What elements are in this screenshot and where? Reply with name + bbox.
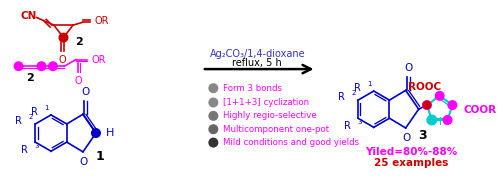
Circle shape [14,62,23,70]
Circle shape [209,112,218,120]
Text: R: R [354,83,360,93]
Text: Form 3 bonds: Form 3 bonds [223,84,282,93]
Text: reflux, 5 h: reflux, 5 h [232,58,282,68]
Text: 3: 3 [418,130,427,142]
Text: 1: 1 [44,105,49,111]
Circle shape [48,62,57,70]
Text: O: O [80,157,88,167]
Text: O: O [402,133,411,143]
Text: CN: CN [21,11,38,21]
Circle shape [209,138,218,147]
Text: Yiled=80%-88%: Yiled=80%-88% [366,147,458,157]
Text: COOR: COOR [464,105,497,115]
Circle shape [427,115,436,125]
Text: 2: 2 [26,72,34,83]
Text: Multicomponent one-pot: Multicomponent one-pot [223,125,329,134]
Text: Ag₂CO₃/1,4-dioxane: Ag₂CO₃/1,4-dioxane [210,49,305,59]
Text: O: O [81,87,90,97]
Text: 2: 2 [352,90,356,96]
Text: OR: OR [91,56,106,66]
Text: [1+1+3] cyclization: [1+1+3] cyclization [223,98,309,107]
Text: O: O [75,76,82,86]
Text: 25 examples: 25 examples [374,158,448,169]
Text: 3: 3 [34,143,39,149]
Text: Mild conditions and good yields: Mild conditions and good yields [223,138,359,147]
Text: OR: OR [94,16,108,26]
Circle shape [436,91,444,100]
Text: R: R [338,92,344,102]
Text: 2: 2 [28,114,33,120]
Circle shape [443,116,452,124]
Circle shape [209,98,218,107]
Circle shape [209,125,218,134]
Text: 1: 1 [96,150,104,162]
Text: 1: 1 [367,81,372,87]
Circle shape [423,101,431,109]
Text: ROOC: ROOC [408,82,442,92]
Text: 3: 3 [357,119,362,125]
Text: R: R [31,107,38,117]
Circle shape [448,101,456,109]
Text: H: H [106,128,114,138]
Text: O: O [404,63,412,73]
Text: O: O [58,55,66,65]
Circle shape [209,84,218,93]
Text: Highly regio-selective: Highly regio-selective [223,111,316,120]
Text: H: H [438,117,446,127]
Text: 2: 2 [75,37,82,47]
Text: R: R [344,121,350,131]
Text: R: R [15,116,22,126]
Circle shape [37,62,46,70]
Circle shape [422,101,432,109]
Circle shape [59,33,68,42]
Text: R: R [21,145,28,155]
Circle shape [92,129,100,137]
